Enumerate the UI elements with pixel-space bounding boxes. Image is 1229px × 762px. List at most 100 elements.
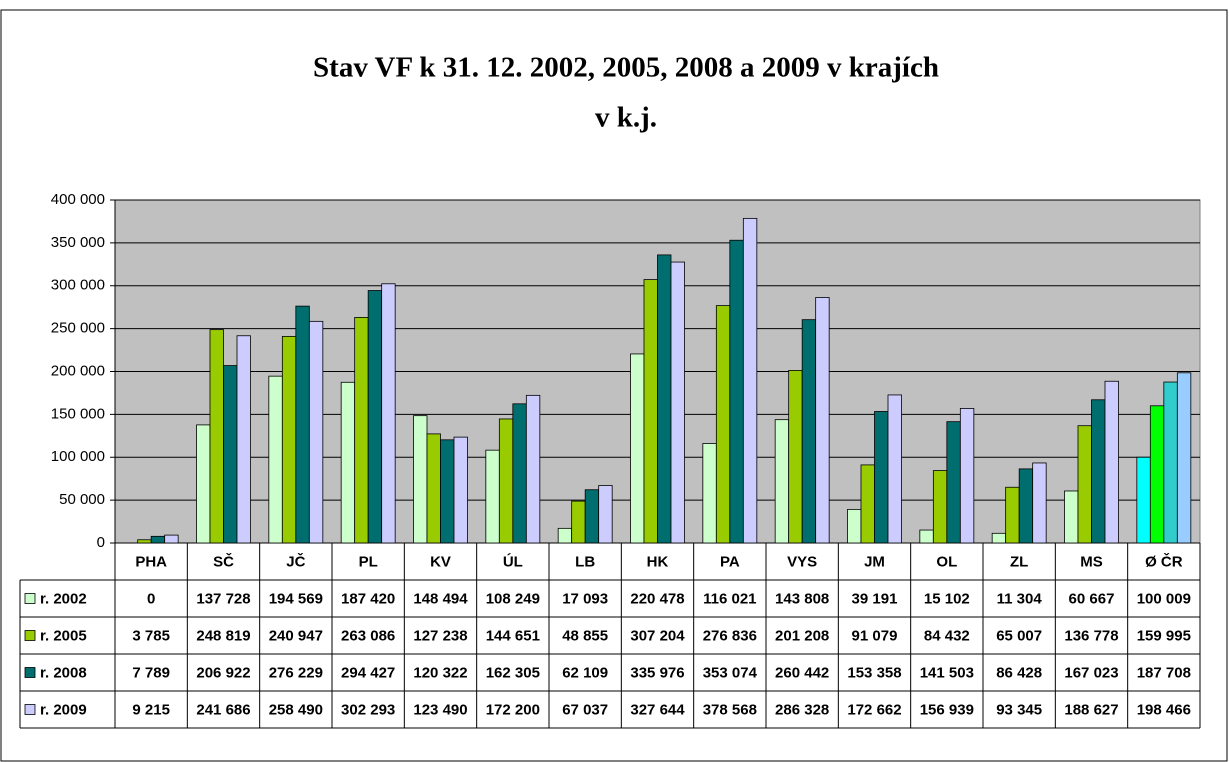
table-value: 286 328 — [775, 701, 829, 718]
table-value: 276 229 — [269, 664, 323, 681]
y-tick-label: 300 000 — [51, 277, 105, 294]
bar — [512, 403, 527, 544]
bar — [657, 254, 672, 544]
table-value: 206 922 — [196, 664, 250, 681]
table-value: 241 686 — [196, 701, 250, 718]
x-tick-label: VYS — [787, 553, 817, 570]
legend-label: r. 2002 — [40, 590, 87, 607]
bar — [1064, 490, 1079, 544]
x-tick-label: KV — [430, 553, 451, 570]
table-value: 86 428 — [996, 664, 1042, 681]
table-value: 127 238 — [413, 627, 467, 644]
bar — [991, 532, 1007, 544]
table-value: 263 086 — [341, 627, 395, 644]
table-value: 172 200 — [486, 701, 540, 718]
legend-key — [24, 630, 36, 641]
x-tick-label: PL — [359, 553, 378, 570]
legend-key — [24, 704, 36, 715]
y-tick-label: 50 000 — [59, 491, 105, 508]
table-value: 156 939 — [920, 701, 974, 718]
y-tick-label: 150 000 — [51, 405, 105, 422]
bar — [440, 439, 455, 544]
y-tick-label: 350 000 — [51, 234, 105, 251]
y-tick-label: 100 000 — [51, 448, 105, 465]
bar — [268, 375, 283, 544]
bar — [1032, 462, 1047, 544]
bar — [196, 424, 211, 544]
table-value: 162 305 — [486, 664, 540, 681]
table-value: 60 667 — [1069, 590, 1115, 607]
bar — [340, 381, 356, 544]
table-value: 294 427 — [341, 664, 395, 681]
bar — [887, 394, 902, 544]
y-tick-label: 250 000 — [51, 320, 105, 337]
bar — [1091, 399, 1106, 544]
table-value: 187 708 — [1137, 664, 1191, 681]
x-tick-label: PA — [720, 553, 740, 570]
y-tick-label: 0 — [97, 534, 105, 551]
table-value: 260 442 — [775, 664, 829, 681]
table-value: 167 023 — [1064, 664, 1118, 681]
table-value: 240 947 — [269, 627, 323, 644]
table-value: 0 — [147, 590, 155, 607]
table-value: 84 432 — [924, 627, 970, 644]
table-value: 258 490 — [269, 701, 323, 718]
legend-label: r. 2009 — [40, 701, 87, 718]
table-value: 148 494 — [413, 590, 468, 607]
bar — [281, 335, 297, 544]
bar — [801, 319, 817, 544]
bar — [715, 305, 731, 544]
chart-title: Stav VF k 31. 12. 2002, 2005, 2008 a 200… — [313, 52, 939, 84]
table-value: 7 789 — [132, 664, 170, 681]
table-value: 335 976 — [630, 664, 684, 681]
legend-key — [24, 667, 36, 678]
table-value: 100 009 — [1137, 590, 1191, 607]
bar — [932, 470, 948, 544]
table-value: 39 191 — [852, 590, 898, 607]
table-value: 141 503 — [920, 664, 974, 681]
table-value: 144 651 — [486, 627, 540, 644]
bar — [670, 261, 685, 544]
table-value: 159 995 — [1137, 627, 1191, 644]
bar — [354, 317, 369, 544]
table-value: 353 074 — [703, 664, 758, 681]
table-value: 91 079 — [852, 627, 898, 644]
bar — [630, 353, 645, 544]
table-value: 188 627 — [1064, 701, 1118, 718]
table-value: 62 109 — [562, 664, 608, 681]
table-value: 93 345 — [996, 701, 1042, 718]
bar — [847, 508, 862, 544]
x-tick-label: PHA — [135, 553, 167, 570]
y-tick-label: 400 000 — [51, 191, 105, 208]
table-value: 17 093 — [562, 590, 608, 607]
table-value: 9 215 — [132, 701, 170, 718]
table-value: 194 569 — [269, 590, 323, 607]
x-tick-label: SČ — [213, 552, 234, 570]
bar — [774, 419, 790, 544]
table-value: 116 021 — [703, 590, 756, 607]
x-tick-label: Ø ČR — [1145, 552, 1183, 570]
bar — [485, 449, 500, 544]
bar — [295, 305, 310, 544]
table-value: 276 836 — [703, 627, 757, 644]
table-value: 123 490 — [413, 701, 467, 718]
bar — [367, 290, 383, 544]
bar — [498, 418, 514, 544]
bar — [643, 279, 658, 544]
bar — [788, 370, 803, 544]
bar — [598, 485, 613, 544]
bar — [150, 535, 166, 544]
table-value: 120 322 — [413, 664, 467, 681]
table-value: 48 855 — [562, 627, 608, 644]
table-value: 307 204 — [630, 627, 685, 644]
table-value: 378 568 — [703, 701, 757, 718]
table-value: 15 102 — [924, 590, 970, 607]
chart-subtitle: v k.j. — [595, 102, 657, 134]
table-value: 172 662 — [847, 701, 901, 718]
table-value: 137 728 — [196, 590, 250, 607]
bar — [1163, 381, 1178, 544]
bar — [525, 394, 541, 544]
bar — [959, 408, 975, 544]
bar — [571, 500, 586, 544]
